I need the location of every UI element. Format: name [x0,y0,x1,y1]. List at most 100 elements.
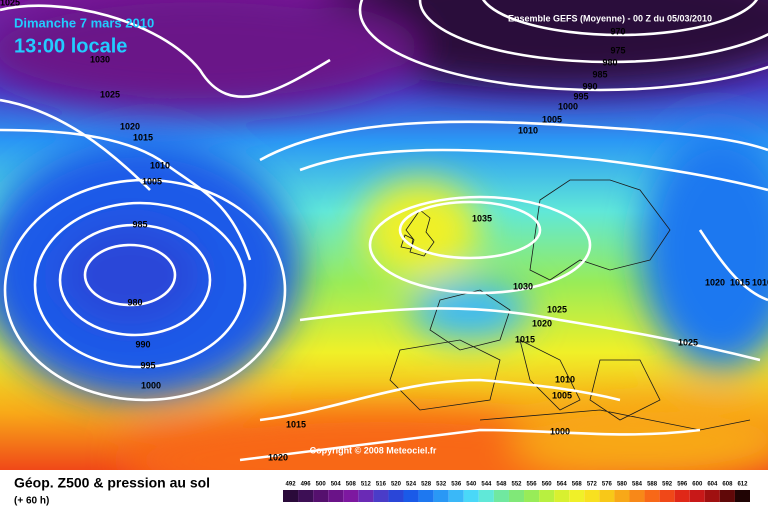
isobar-label: 1010 [752,277,768,287]
legend-label: 560 [542,482,553,488]
legend-swatch [343,490,359,502]
legend-swatch [298,490,314,502]
legend-label: 596 [677,482,688,488]
date: Dimanche 7 mars 2010 [14,15,154,30]
isobar-label: 1030 [90,54,110,64]
isobar-label: 1025 [547,304,567,314]
legend-swatch [448,490,464,502]
legend-label: 552 [511,482,522,488]
legend-label: 600 [692,482,703,488]
isobar-label: 1010 [555,374,575,384]
isobar-label: 1000 [550,426,570,436]
legend-swatch [569,490,585,502]
legend-swatch [554,490,570,502]
legend-swatch [313,490,329,502]
legend-label: 516 [376,482,387,488]
legend-swatch [674,490,690,502]
legend-swatch [463,490,479,502]
isobar-label: 1020 [705,277,725,287]
legend-label: 500 [316,482,327,488]
legend-label: 604 [707,482,718,488]
isobar-label: 1005 [142,176,162,186]
isobar-label: 980 [127,297,142,307]
legend-swatch [403,490,419,502]
isobar-label: 1015 [730,277,750,287]
legend-label: 532 [436,482,447,488]
legend-label: 584 [632,482,643,488]
footer-title: Géop. Z500 & pression au sol [14,475,210,491]
isobar-label: 1010 [150,160,170,170]
legend-swatch [524,490,540,502]
legend-swatch [644,490,660,502]
legend-swatch [704,490,720,502]
isobar-label: 1015 [133,132,153,142]
isobar-label: 1025 [100,89,120,99]
legend-label: 520 [391,482,402,488]
source: Ensemble GEFS (Moyenne) - 00 Z du 05/03/… [508,13,712,23]
legend-label: 568 [572,482,583,488]
legend-label: 548 [496,482,507,488]
isobar-label: 1005 [542,114,562,124]
legend-swatch [539,490,555,502]
legend-label: 512 [361,482,372,488]
legend-swatch [358,490,374,502]
isobar-labels: 1025103010251020101510101005985980990995… [0,0,768,462]
legend: 492 496 500 504 508 512 516 520 524 528 532 536 540 5… [283,482,750,502]
legend-swatch [629,490,645,502]
legend-swatch [599,490,615,502]
isobar-label: 1035 [472,213,492,223]
isobar-label: 1015 [515,334,535,344]
legend-swatch [433,490,449,502]
legend-swatch [734,490,750,502]
isobar-label: 985 [132,219,147,229]
legend-swatch [659,490,675,502]
legend-label: 576 [602,482,613,488]
isobar-label: 985 [592,69,607,79]
isobar-label: 990 [135,339,150,349]
legend-label: 524 [406,482,417,488]
legend-label: 492 [286,482,297,488]
legend-label: 528 [421,482,432,488]
isobar-label: 1025 [0,0,20,7]
isobar-label: 1000 [558,101,578,111]
legend-label: 572 [587,482,598,488]
legend-label: 556 [527,482,538,488]
legend-label: 564 [557,482,568,488]
legend-label: 536 [451,482,462,488]
isobar-label: 1020 [120,121,140,131]
isobar-label: 1000 [141,380,161,390]
isobar-label: 1020 [532,318,552,328]
isobar-label: 1005 [552,390,572,400]
isobar-label: 980 [602,57,617,67]
legend-label: 540 [466,482,477,488]
isobar-label: 1030 [513,281,533,291]
legend-label: 588 [647,482,658,488]
legend-swatch [689,490,705,502]
copyright: Copyright © 2008 Meteociel.fr [310,445,437,455]
isobar-label: 995 [140,360,155,370]
isobar-label: 1015 [286,419,306,429]
legend-swatch [478,490,494,502]
legend-label: 504 [331,482,342,488]
legend-label: 544 [481,482,492,488]
legend-swatch [373,490,389,502]
legend-swatch [719,490,735,502]
legend-swatch [584,490,600,502]
legend-label: 580 [617,482,628,488]
isobar-label: 1020 [268,452,288,462]
footer-lead: (+ 60 h) [14,496,49,507]
isobar-label: 995 [573,91,588,101]
legend-label: 592 [662,482,673,488]
legend-swatch [328,490,344,502]
isobar-label: 970 [610,26,625,36]
legend-swatch [388,490,404,502]
isobar-label: 1025 [678,337,698,347]
legend-swatch [493,490,509,502]
isobar-label: 990 [582,81,597,91]
legend-label: 496 [301,482,312,488]
legend-label: 612 [737,482,748,488]
legend-swatch [508,490,525,502]
legend-swatch [283,490,299,502]
